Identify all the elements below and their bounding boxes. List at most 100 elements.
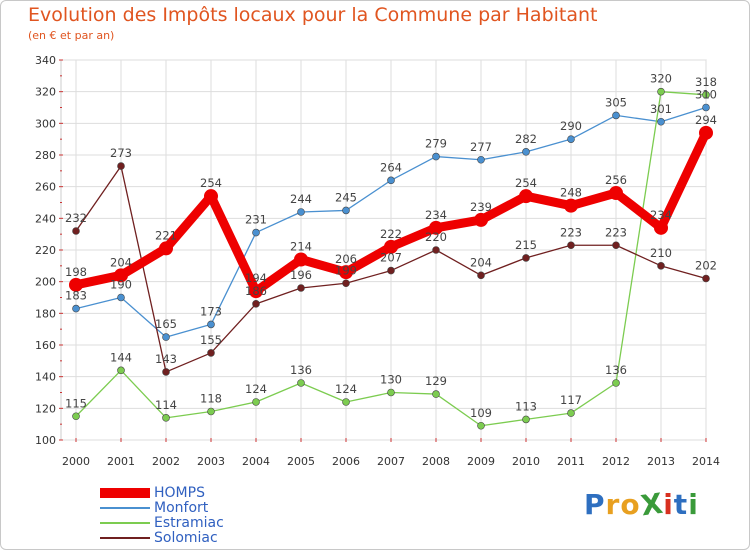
series-lines (69, 87, 713, 430)
data-label: 196 (290, 268, 312, 282)
data-label: 277 (470, 140, 492, 154)
data-point-solomiac (432, 246, 440, 254)
data-label: 165 (155, 317, 177, 331)
data-point-monfort (252, 228, 260, 237)
logo-letter: X (638, 486, 666, 523)
data-point-homps (654, 220, 668, 235)
data-label: 279 (425, 137, 447, 151)
data-point-estramiac (387, 388, 395, 397)
data-point-solomiac (72, 227, 80, 235)
x-tick-label: 2005 (287, 455, 315, 468)
data-point-solomiac (387, 266, 395, 275)
data-point-homps (159, 241, 173, 256)
logo-letter: i (663, 488, 674, 521)
data-point-estramiac (522, 415, 530, 424)
data-point-monfort (612, 111, 620, 120)
data-label: 234 (425, 208, 447, 222)
x-tick-label: 2010 (512, 455, 540, 468)
data-label: 173 (200, 304, 222, 318)
legend-swatch (100, 537, 150, 539)
data-point-homps (249, 284, 263, 299)
axes: 100 120 140 160 180 200 220 240 260 280 300 320 340 2… (35, 54, 720, 468)
data-labels: 198 204 221 254 194 214 206 222 234 239 254 248 256 2… (65, 72, 717, 420)
data-label: 190 (110, 278, 132, 292)
y-tick-label: 120 (35, 402, 56, 415)
data-label: 199 (335, 263, 357, 277)
data-point-homps (114, 268, 128, 283)
legend-swatch (100, 488, 150, 498)
x-tick-label: 2001 (107, 455, 135, 468)
data-label: 231 (245, 213, 267, 227)
data-point-monfort (702, 103, 710, 112)
data-point-estramiac (657, 87, 665, 96)
legend-label: HOMPS (154, 485, 205, 501)
data-label: 234 (650, 208, 672, 222)
data-label: 202 (695, 259, 717, 273)
x-tick-label: 2012 (602, 455, 630, 468)
data-label: 294 (695, 113, 717, 127)
data-point-homps (204, 189, 218, 204)
data-label: 318 (695, 75, 717, 89)
data-point-estramiac (702, 91, 710, 99)
x-tick-label: 2007 (377, 455, 405, 468)
data-point-monfort (297, 208, 305, 216)
y-tick-label: 320 (35, 86, 56, 99)
data-point-homps (339, 265, 353, 280)
y-tick-label: 240 (35, 212, 56, 225)
legend-swatch (100, 522, 150, 524)
logo-letter: o (620, 488, 641, 521)
legend-swatch (100, 507, 150, 509)
data-point-homps (69, 277, 83, 292)
x-tick-label: 2008 (422, 455, 450, 468)
data-point-estramiac (567, 409, 575, 417)
x-tick-label: 2014 (692, 455, 720, 468)
data-point-monfort (657, 117, 665, 126)
data-point-solomiac (612, 241, 620, 250)
y-tick-label: 260 (35, 181, 56, 194)
data-point-estramiac (477, 421, 485, 430)
data-label: 220 (425, 230, 447, 244)
data-label: 223 (605, 225, 627, 239)
data-label: 223 (560, 225, 582, 239)
data-point-monfort (162, 333, 170, 341)
data-point-solomiac (297, 284, 305, 292)
data-label: 320 (650, 72, 672, 86)
data-label: 198 (65, 265, 87, 279)
data-point-homps (699, 125, 713, 140)
data-label: 204 (110, 255, 132, 269)
data-point-solomiac (117, 162, 125, 170)
data-label: 130 (380, 373, 402, 387)
x-tick-label: 2011 (557, 455, 585, 468)
data-label: 204 (470, 255, 492, 269)
x-tick-label: 2009 (467, 455, 495, 468)
y-tick-label: 300 (35, 117, 56, 130)
data-label: 244 (290, 192, 312, 206)
data-label: 254 (515, 176, 537, 190)
data-point-estramiac (72, 412, 80, 421)
data-label: 183 (65, 289, 87, 303)
data-label: 155 (200, 333, 222, 347)
data-label: 207 (380, 251, 402, 265)
y-tick-label: 220 (35, 244, 56, 257)
data-point-solomiac (342, 279, 350, 288)
data-point-homps (384, 239, 398, 254)
x-tick-label: 2003 (197, 455, 225, 468)
data-label: 143 (155, 352, 177, 366)
data-label: 124 (245, 382, 267, 396)
y-tick-label: 180 (35, 307, 56, 320)
data-label: 114 (155, 398, 177, 412)
data-point-estramiac (207, 407, 215, 416)
logo-letter: r (605, 488, 621, 521)
data-point-solomiac (522, 254, 530, 262)
data-point-monfort (522, 148, 530, 156)
data-label: 256 (605, 173, 627, 187)
x-tick-label: 2000 (62, 455, 90, 468)
data-label: 248 (560, 186, 582, 200)
data-label: 144 (110, 350, 132, 364)
data-label: 115 (65, 396, 87, 410)
data-label: 109 (470, 406, 492, 420)
data-label: 214 (290, 240, 312, 254)
data-label: 210 (650, 246, 672, 260)
y-tick-label: 280 (35, 149, 56, 162)
